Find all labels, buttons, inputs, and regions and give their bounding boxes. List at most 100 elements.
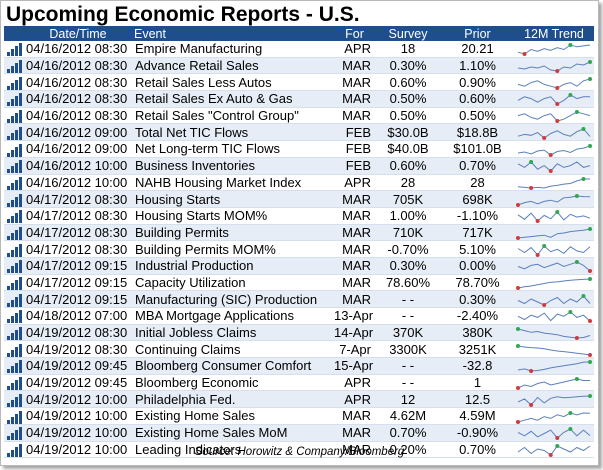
table-row[interactable]: 04/19/2012 10:00 Philadelphia Fed. APR 12 12… — [4, 390, 594, 409]
trend-sparkline — [516, 193, 591, 207]
header-for[interactable]: For — [334, 26, 375, 41]
row-chart-button[interactable] — [4, 307, 24, 325]
table-row[interactable]: 04/16/2012 10:00 NAHB Housing Market Inde… — [4, 174, 594, 192]
trend-sparkline — [516, 410, 591, 424]
table-row[interactable]: 04/16/2012 08:30 Retail Sales "Control Gr… — [4, 107, 594, 125]
bar-chart-icon[interactable] — [6, 110, 24, 123]
table-row[interactable]: 04/16/2012 08:30 Advance Retail Sales MAR 0… — [4, 57, 594, 75]
row-prior: -0.90% — [441, 424, 514, 442]
table-row[interactable]: 04/17/2012 09:15 Manufacturing (SIC) Prod… — [4, 290, 594, 308]
row-survey: 370K — [375, 324, 441, 342]
bar-chart-icon[interactable] — [6, 193, 24, 207]
row-chart-button[interactable] — [4, 441, 24, 459]
bar-chart-icon[interactable] — [6, 427, 24, 441]
row-chart-button[interactable] — [4, 257, 24, 275]
table-row[interactable]: 04/17/2012 09:15 Industrial Production MAR… — [4, 257, 594, 275]
trend-line — [517, 345, 591, 356]
table-row[interactable]: 04/17/2012 08:30 Housing Starts MOM% MAR 1.… — [4, 207, 594, 225]
bar-chart-icon[interactable] — [6, 343, 24, 357]
bar-chart-icon[interactable] — [6, 443, 24, 457]
row-chart-button[interactable] — [4, 90, 24, 108]
row-chart-button[interactable] — [4, 374, 24, 392]
row-chart-button[interactable] — [4, 157, 24, 175]
row-period: MAR — [334, 290, 375, 308]
table-row[interactable]: 04/16/2012 09:00 Net Long-term TIC Flows F… — [4, 140, 594, 158]
row-chart-button[interactable] — [4, 390, 24, 409]
bar-chart-icon[interactable] — [6, 93, 24, 107]
row-chart-button[interactable] — [4, 123, 24, 142]
bar-chart-icon[interactable] — [6, 176, 24, 190]
row-event: Retail Sales "Control Group" — [132, 107, 334, 125]
table-row[interactable]: 04/19/2012 09:45 Bloomberg Economic APR - -… — [4, 374, 594, 392]
bar-chart-icon[interactable] — [6, 360, 24, 374]
row-trend — [514, 240, 594, 258]
trend-high-marker — [574, 260, 579, 265]
bar-chart-icon[interactable] — [6, 210, 24, 224]
row-chart-button[interactable] — [4, 190, 24, 208]
trend-low-marker — [535, 252, 540, 257]
bar-chart-icon[interactable] — [6, 293, 24, 307]
row-survey: 4.62M — [375, 407, 441, 425]
table-row[interactable]: 04/19/2012 10:00 Existing Home Sales MoM M… — [4, 424, 594, 442]
bar-chart-icon[interactable] — [6, 393, 24, 407]
table-row[interactable]: 04/16/2012 08:30 Retail Sales Less Autos M… — [4, 73, 594, 92]
bar-chart-icon[interactable] — [6, 327, 24, 340]
bar-chart-icon[interactable] — [6, 243, 24, 257]
row-chart-button[interactable] — [4, 357, 24, 375]
row-chart-button[interactable] — [4, 140, 24, 158]
table-row[interactable]: 04/18/2012 07:00 MBA Mortgage Application… — [4, 307, 594, 325]
bar-chart-icon[interactable] — [6, 60, 24, 73]
trend-line — [517, 111, 591, 122]
bar-chart-icon[interactable] — [6, 43, 24, 57]
header-prior[interactable]: Prior — [441, 26, 514, 41]
header-survey[interactable]: Survey — [375, 26, 441, 41]
row-trend — [514, 257, 594, 275]
row-survey: 1.00% — [375, 207, 441, 225]
bar-chart-icon[interactable] — [6, 260, 24, 274]
row-chart-button[interactable] — [4, 57, 24, 75]
header-event[interactable]: Event — [132, 26, 334, 41]
row-chart-button[interactable] — [4, 240, 24, 258]
table-row[interactable]: 04/19/2012 10:00 Existing Home Sales MAR 4.… — [4, 407, 594, 425]
table-row[interactable]: 04/19/2012 08:30 Continuing Claims 7-Apr 33… — [4, 340, 594, 359]
table-row[interactable]: 04/19/2012 09:45 Bloomberg Consumer Comfo… — [4, 357, 594, 375]
table-row[interactable]: 04/19/2012 08:30 Initial Jobless Claims 14… — [4, 324, 594, 342]
bar-chart-icon[interactable] — [6, 410, 24, 424]
table-row[interactable]: 04/17/2012 08:30 Building Permits MOM% MAR… — [4, 240, 594, 258]
row-datetime: 04/19/2012 10:00 — [24, 441, 132, 459]
bar-chart-icon[interactable] — [6, 277, 24, 290]
row-chart-button[interactable] — [4, 41, 24, 58]
table-row[interactable]: 04/16/2012 08:30 Retail Sales Ex Auto & G… — [4, 90, 594, 108]
row-chart-button[interactable] — [4, 424, 24, 442]
bar-chart-icon[interactable] — [6, 143, 24, 157]
row-chart-button[interactable] — [4, 207, 24, 225]
table-row[interactable]: 04/16/2012 09:00 Total Net TIC Flows FEB $3… — [4, 123, 594, 142]
header-trend[interactable]: 12M Trend — [514, 26, 594, 41]
row-trend — [514, 390, 594, 409]
table-row[interactable]: 04/19/2012 10:00 Leading Indicators MAR 0.2… — [4, 441, 594, 459]
bar-chart-icon[interactable] — [6, 160, 24, 174]
table-row[interactable]: 04/16/2012 10:00 Business Inventories FEB 0… — [4, 157, 594, 175]
trend-sparkline — [517, 76, 592, 90]
row-survey: 0.30% — [375, 57, 441, 75]
header-datetime[interactable]: Date/Time — [24, 26, 132, 41]
bar-chart-icon[interactable] — [6, 126, 24, 140]
row-chart-button[interactable] — [4, 407, 24, 425]
row-chart-button[interactable] — [4, 324, 24, 342]
row-chart-button[interactable] — [4, 224, 24, 242]
table-row[interactable]: 04/17/2012 08:30 Building Permits MAR 710K 7… — [4, 224, 594, 242]
bar-chart-icon[interactable] — [6, 377, 24, 390]
table-row[interactable]: 04/17/2012 08:30 Housing Starts MAR 705K 698… — [4, 190, 594, 208]
row-chart-button[interactable] — [4, 340, 24, 359]
table-row[interactable]: 04/17/2012 09:15 Capacity Utilization MAR 7… — [4, 274, 594, 292]
row-chart-button[interactable] — [4, 107, 24, 125]
row-survey: 705K — [375, 190, 441, 208]
bar-chart-icon[interactable] — [6, 226, 24, 240]
row-chart-button[interactable] — [4, 290, 24, 308]
table-row[interactable]: 04/16/2012 08:30 Empire Manufacturing APR 1… — [4, 41, 594, 58]
bar-chart-icon[interactable] — [6, 310, 24, 324]
row-chart-button[interactable] — [4, 73, 24, 92]
row-chart-button[interactable] — [4, 274, 24, 292]
row-chart-button[interactable] — [4, 174, 24, 192]
bar-chart-icon[interactable] — [6, 76, 24, 90]
